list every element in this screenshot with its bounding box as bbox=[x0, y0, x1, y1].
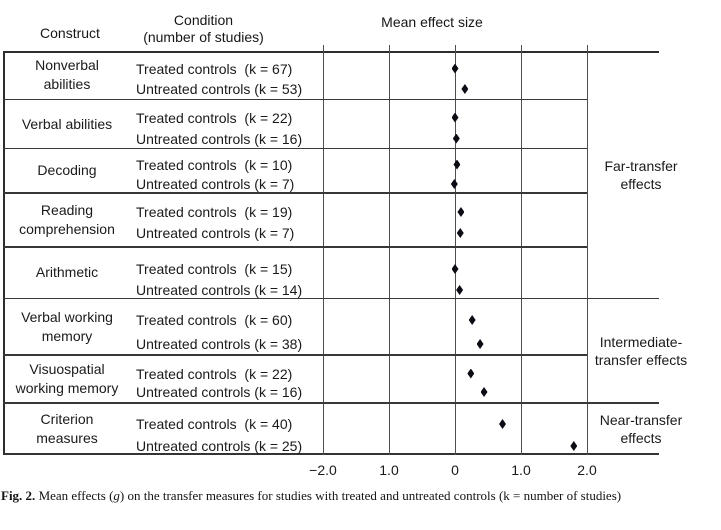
condition-label: Treated controls (k = 15) bbox=[136, 261, 293, 277]
figure-caption-italic-g: g bbox=[113, 488, 120, 503]
diamond-marker bbox=[450, 179, 458, 189]
row-separator bbox=[3, 297, 659, 300]
diamond-marker bbox=[456, 228, 464, 238]
condition-label: Untreated controls (k = 38) bbox=[136, 336, 303, 352]
column-header-condition: Condition (number of studies) bbox=[133, 12, 274, 46]
condition-label: Untreated controls (k = 25) bbox=[136, 438, 303, 454]
section-label: Intermediate-transfer effects bbox=[594, 333, 688, 368]
axis-tick-label: −2.0 bbox=[309, 462, 337, 478]
axis-tick-label: 2.0 bbox=[577, 462, 597, 478]
construct-label: Decoding bbox=[37, 162, 97, 179]
condition-label: Treated controls (k = 40) bbox=[136, 416, 293, 432]
section-label: Far-transfer effects bbox=[604, 157, 678, 192]
construct-label: Criterion measures bbox=[36, 411, 98, 446]
figure-caption-text-pre: Mean effects ( bbox=[35, 488, 114, 503]
figure-caption-label: Fig. 2. bbox=[1, 488, 36, 503]
condition-label: Untreated controls (k = 7) bbox=[136, 176, 295, 192]
grid-line bbox=[586, 45, 588, 455]
diamond-marker bbox=[499, 419, 507, 429]
plot-table-frame bbox=[3, 51, 659, 455]
row-separator bbox=[3, 147, 587, 150]
diamond-marker bbox=[457, 207, 465, 217]
grid-line bbox=[454, 45, 456, 455]
grid-line bbox=[388, 45, 390, 455]
row-separator bbox=[3, 354, 587, 356]
construct-label: Verbal working memory bbox=[21, 308, 113, 344]
condition-label: Treated controls (k = 67) bbox=[136, 60, 293, 77]
axis-tick-label: 0 bbox=[451, 462, 459, 478]
grid-line bbox=[322, 45, 324, 455]
diamond-marker bbox=[451, 63, 459, 74]
diamond-marker bbox=[570, 441, 578, 451]
condition-label: Treated controls (k = 19) bbox=[136, 204, 293, 220]
condition-label: Treated controls (k = 22) bbox=[136, 365, 293, 382]
column-header-mean-effect-size: Mean effect size bbox=[381, 14, 483, 30]
figure-caption: Fig. 2. Mean effects (g) on the transfer… bbox=[1, 488, 720, 504]
diamond-marker bbox=[452, 133, 460, 144]
condition-label: Untreated controls (k = 14) bbox=[136, 282, 303, 298]
diamond-marker bbox=[461, 84, 469, 94]
construct-label: Verbal abilities bbox=[21, 115, 113, 132]
row-separator bbox=[3, 246, 587, 248]
construct-label: Nonverbal abilities bbox=[35, 57, 99, 93]
column-header-construct: Construct bbox=[40, 25, 100, 41]
diamond-marker bbox=[480, 387, 488, 397]
row-separator bbox=[3, 192, 587, 194]
condition-label: Treated controls (k = 60) bbox=[136, 312, 293, 328]
section-label: Near-transfer effects bbox=[599, 412, 683, 446]
construct-label: Arithmetic bbox=[35, 264, 99, 281]
diamond-marker bbox=[451, 112, 459, 123]
diamond-marker bbox=[451, 264, 459, 274]
figure-caption-text-post: ) on the transfer measures for studies w… bbox=[119, 488, 622, 503]
row-separator bbox=[3, 402, 659, 404]
row-separator bbox=[3, 98, 587, 101]
diamond-marker bbox=[453, 159, 461, 170]
condition-label: Untreated controls (k = 7) bbox=[136, 225, 295, 241]
construct-label: Reading comprehension bbox=[19, 202, 115, 237]
condition-label: Untreated controls (k = 53) bbox=[136, 81, 303, 97]
condition-label: Treated controls (k = 10) bbox=[136, 156, 293, 173]
condition-label: Treated controls (k = 22) bbox=[136, 109, 293, 126]
diamond-marker bbox=[476, 339, 484, 349]
diamond-marker bbox=[468, 315, 476, 325]
condition-label: Untreated controls (k = 16) bbox=[136, 384, 303, 400]
diamond-marker bbox=[456, 285, 464, 295]
column-header-condition-line2: (number of studies) bbox=[143, 29, 264, 45]
axis-tick-label: 1.0 bbox=[511, 462, 531, 478]
diamond-marker bbox=[467, 368, 475, 379]
grid-line bbox=[520, 45, 522, 455]
condition-label: Untreated controls (k = 16) bbox=[136, 130, 303, 147]
column-header-condition-line1: Condition bbox=[173, 12, 234, 28]
construct-label: Visuospatial working memory bbox=[15, 361, 119, 396]
axis-tick-label: 1.0 bbox=[379, 462, 399, 478]
